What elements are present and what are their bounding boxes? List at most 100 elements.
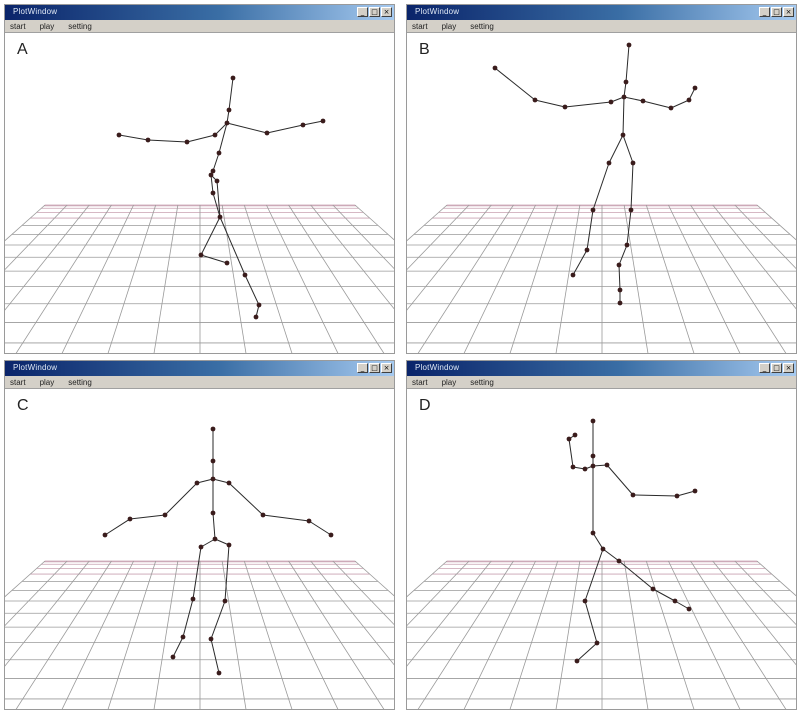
grid-line-cross	[407, 560, 492, 667]
bone	[186, 134, 216, 143]
minimize-button[interactable]: _	[759, 7, 770, 17]
joint-marker	[210, 190, 216, 196]
grid-line-cross	[645, 560, 695, 709]
joint-marker	[590, 418, 596, 424]
joint-marker	[222, 598, 228, 604]
grid-line-cross	[734, 560, 796, 625]
bone	[212, 152, 220, 172]
menu-setting[interactable]: setting	[470, 22, 494, 31]
bone	[147, 139, 188, 143]
bone	[618, 244, 628, 266]
grid-line-cross	[61, 204, 134, 353]
grid-line-cross	[712, 204, 796, 310]
minimize-button[interactable]: _	[357, 7, 368, 17]
bone	[308, 520, 332, 536]
maximize-button[interactable]: □	[771, 363, 782, 373]
joint-marker	[584, 247, 590, 253]
joint-marker	[582, 598, 588, 604]
joint-marker	[623, 79, 629, 85]
grid-line-cross	[417, 560, 514, 709]
title-bar[interactable]: PlotWindow _ □ ×	[407, 361, 796, 376]
joint-marker	[198, 252, 204, 258]
close-button[interactable]: ×	[783, 7, 794, 17]
bone	[652, 588, 676, 602]
bone	[200, 254, 228, 264]
maximize-button[interactable]: □	[369, 363, 380, 373]
menu-setting[interactable]: setting	[68, 22, 92, 31]
bone	[642, 100, 672, 109]
window-title: PlotWindow	[415, 7, 460, 16]
plot-canvas[interactable]	[407, 389, 796, 709]
joint-marker	[692, 85, 698, 91]
grid-line-cross	[332, 204, 394, 269]
plot-canvas[interactable]	[5, 33, 394, 353]
grid-line-cross	[310, 560, 394, 666]
menu-start[interactable]: start	[412, 378, 428, 387]
grid-line-cross	[407, 204, 470, 271]
plot-canvas[interactable]	[5, 389, 394, 709]
joint-marker	[208, 172, 214, 178]
menu-play[interactable]: play	[441, 378, 457, 387]
joint-marker	[216, 150, 222, 156]
joint-marker	[242, 272, 248, 278]
joint-marker	[328, 532, 334, 538]
joint-marker	[217, 214, 223, 220]
menu-start[interactable]: start	[10, 378, 26, 387]
minimize-button[interactable]: _	[759, 363, 770, 373]
bone	[608, 134, 624, 164]
plot-window-d: PlotWindow _ □ × start play setting D	[406, 360, 797, 710]
grid-line-cross	[407, 204, 448, 242]
close-button[interactable]: ×	[381, 7, 392, 17]
panel-label: B	[419, 41, 430, 58]
joint-marker	[570, 272, 576, 278]
grid-line-cross	[354, 560, 394, 597]
bone	[212, 192, 221, 218]
menu-start[interactable]: start	[10, 22, 26, 31]
joint-marker	[306, 518, 312, 524]
menu-setting[interactable]: setting	[68, 378, 92, 387]
bone	[196, 478, 214, 484]
menu-play[interactable]: play	[39, 378, 55, 387]
bone	[576, 642, 598, 662]
grid-line-cross	[153, 204, 179, 353]
menu-play[interactable]: play	[441, 22, 457, 31]
grid-line-cross	[243, 204, 293, 353]
title-bar[interactable]: PlotWindow _ □ ×	[5, 361, 394, 376]
menu-setting[interactable]: setting	[470, 378, 494, 387]
stick-figure	[116, 75, 326, 320]
title-bar[interactable]: PlotWindow _ □ ×	[5, 5, 394, 20]
joint-marker	[300, 122, 306, 128]
bone	[623, 96, 644, 102]
joint-marker	[256, 302, 262, 308]
window-title: PlotWindow	[13, 7, 58, 16]
grid-line-cross	[15, 560, 112, 709]
maximize-button[interactable]: □	[369, 7, 380, 17]
grid-line-cross	[266, 560, 339, 709]
minimize-button[interactable]: _	[357, 363, 368, 373]
grid-line-cross	[623, 560, 649, 709]
bone	[584, 548, 604, 602]
title-bar[interactable]: PlotWindow _ □ ×	[407, 5, 796, 20]
close-button[interactable]: ×	[381, 363, 392, 373]
bone	[625, 44, 630, 83]
bone	[592, 532, 604, 550]
joint-marker	[668, 105, 674, 111]
close-button[interactable]: ×	[783, 363, 794, 373]
joint-marker	[620, 132, 626, 138]
plot-canvas[interactable]	[407, 33, 796, 353]
bone	[200, 538, 216, 548]
bone	[228, 77, 234, 111]
bone	[564, 101, 612, 108]
grid-line-cross	[712, 560, 796, 666]
joint-marker	[226, 480, 232, 486]
grid-line-cross	[107, 204, 157, 353]
menu-start[interactable]: start	[412, 22, 428, 31]
grid-line-cross	[61, 560, 134, 709]
bone	[210, 600, 226, 640]
maximize-button[interactable]: □	[771, 7, 782, 17]
joint-marker	[116, 132, 122, 138]
menu-play[interactable]: play	[39, 22, 55, 31]
floor-grid	[407, 204, 796, 353]
plot-window-b: PlotWindow _ □ × start play setting B	[406, 4, 797, 354]
bone	[218, 122, 228, 154]
